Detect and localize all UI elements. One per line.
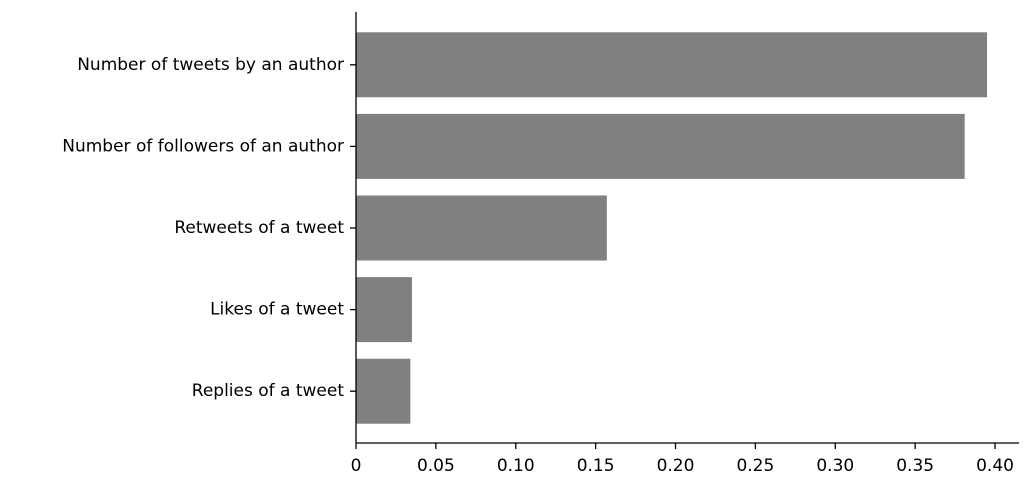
x-tick-label-4: 0.20 (657, 456, 695, 476)
category-label-3: Likes of a tweet (210, 300, 344, 320)
x-tick-label-8: 0.40 (976, 456, 1014, 476)
category-label-1: Number of followers of an author (62, 136, 344, 156)
x-tick-label-0: 0 (351, 456, 362, 476)
x-tick-label-6: 0.30 (816, 456, 854, 476)
bar-4 (356, 358, 411, 424)
x-tick-label-7: 0.35 (896, 456, 934, 476)
bar-1 (356, 113, 965, 179)
x-axis: 0 0.05 0.10 0.15 0.20 0.25 0.30 0.35 0.40 (351, 443, 1014, 476)
bar-3 (356, 277, 412, 343)
x-tick-label-1: 0.05 (417, 456, 455, 476)
category-label-0: Number of tweets by an author (77, 55, 344, 75)
category-label-4: Replies of a tweet (192, 381, 345, 401)
category-labels: Number of tweets by an author Number of f… (62, 55, 356, 401)
x-tick-label-5: 0.25 (736, 456, 774, 476)
x-tick-label-2: 0.10 (497, 456, 535, 476)
bars-group (356, 32, 988, 424)
bar-0 (356, 32, 988, 98)
category-label-2: Retweets of a tweet (174, 218, 344, 238)
bar-2 (356, 195, 607, 261)
x-tick-label-3: 0.15 (577, 456, 615, 476)
